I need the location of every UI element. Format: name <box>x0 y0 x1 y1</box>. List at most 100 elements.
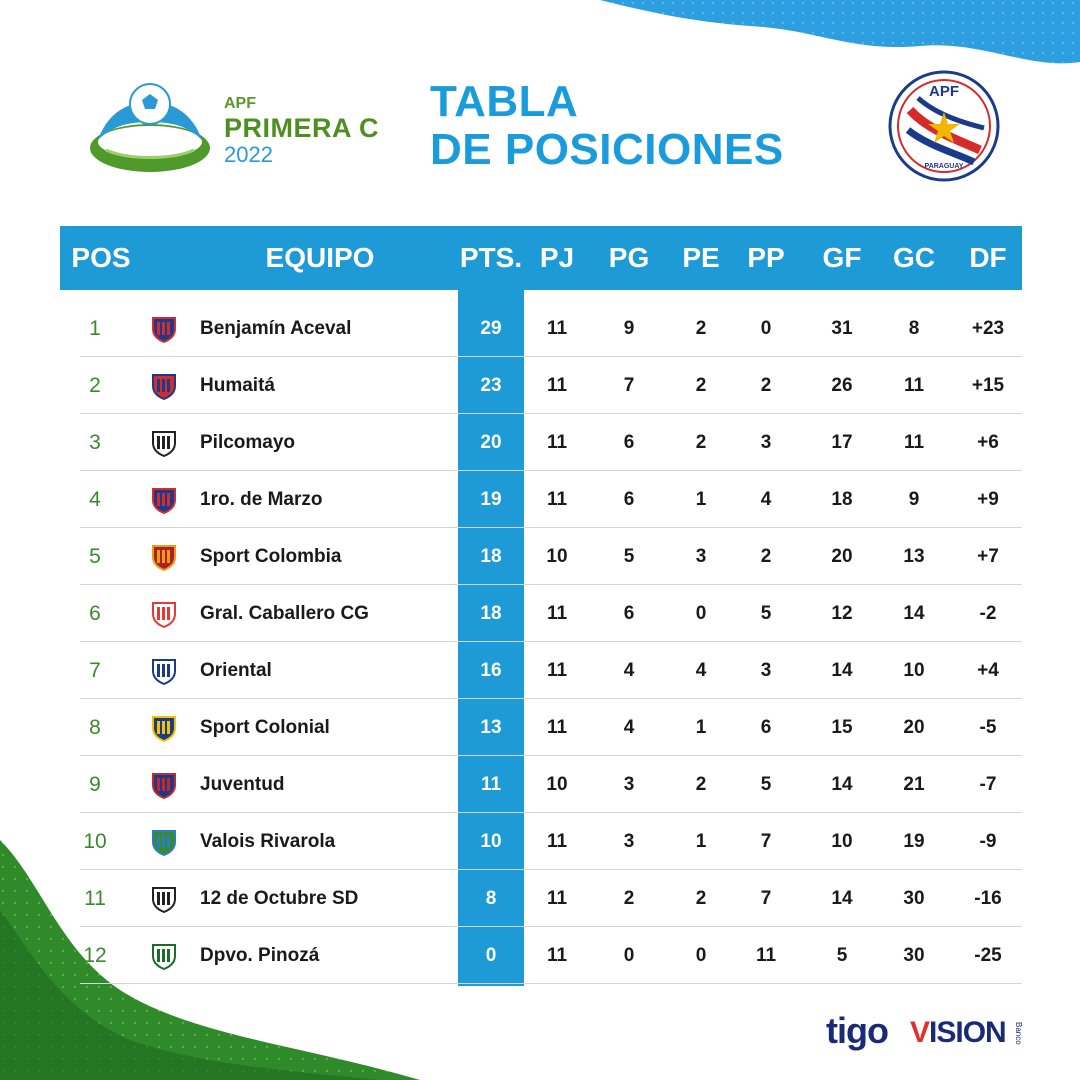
gc-cell: 30 <box>903 888 925 909</box>
row-divider <box>80 641 1022 642</box>
df-cell: +23 <box>971 318 1005 339</box>
valois-rivarola-crest <box>152 830 176 856</box>
table-row: 8 Sport Colonial 13 11 4 1 6 15 20 -5 <box>60 699 1022 756</box>
pg-cell: 4 <box>623 660 635 681</box>
table-row: 10 Valois Rivarola 10 11 3 1 7 10 19 -9 <box>60 813 1022 870</box>
pp-cell: 6 <box>760 717 772 738</box>
row-divider <box>80 356 1022 357</box>
team-name: 12 de Octubre SD <box>200 888 359 909</box>
pe-cell: 2 <box>695 888 707 909</box>
pe-cell: 1 <box>695 717 707 738</box>
vision-logo-v: V <box>910 1016 930 1049</box>
pp-cell: 11 <box>755 945 777 966</box>
position-cell: 8 <box>89 716 101 739</box>
points-cell: 13 <box>480 717 502 738</box>
row-divider <box>80 983 1022 984</box>
position-cell: 1 <box>89 317 101 340</box>
position-cell: 6 <box>89 602 101 625</box>
df-cell: -5 <box>979 717 997 738</box>
position-cell: 3 <box>89 431 101 454</box>
pe-cell: 2 <box>695 774 707 795</box>
league-line-1: APF <box>224 95 256 112</box>
position-cell: 7 <box>89 659 101 682</box>
pj-cell: 10 <box>546 774 568 795</box>
gf-cell: 5 <box>836 945 848 966</box>
df-cell: -2 <box>979 603 997 624</box>
apf-logo-top-text: APF <box>929 83 959 100</box>
banco-label: Banco <box>1014 1022 1023 1045</box>
df-cell: +9 <box>977 489 999 510</box>
league-season: 2022 <box>224 142 273 167</box>
pg-cell: 4 <box>623 717 635 738</box>
pilcomayo-crest <box>152 431 176 457</box>
df-cell: +7 <box>977 546 999 567</box>
pp-cell: 0 <box>760 318 772 339</box>
pg-cell: 6 <box>623 489 635 510</box>
pj-cell: 11 <box>546 603 568 624</box>
position-cell: 4 <box>89 488 101 511</box>
gc-cell: 14 <box>903 603 925 624</box>
gf-cell: 17 <box>831 432 853 453</box>
pe-cell: 0 <box>695 603 707 624</box>
position-cell: 12 <box>83 944 107 967</box>
sport-colombia-crest <box>152 545 176 571</box>
row-divider <box>80 470 1022 471</box>
pp-cell: 4 <box>760 489 772 510</box>
pg-cell: 7 <box>623 375 635 396</box>
title-line-2: DE POSICIONES <box>430 125 784 174</box>
team-name: 1ro. de Marzo <box>200 489 323 510</box>
team-name: Oriental <box>200 660 272 681</box>
team-name: Juventud <box>200 774 285 795</box>
pp-cell: 2 <box>760 375 772 396</box>
pp-cell: 7 <box>760 831 772 852</box>
pg-cell: 0 <box>623 945 635 966</box>
team-name: Dpvo. Pinozá <box>200 945 320 966</box>
gf-cell: 15 <box>831 717 853 738</box>
gc-cell: 9 <box>908 489 920 510</box>
pe-cell: 1 <box>695 489 707 510</box>
gral-caballero-crest <box>152 602 176 628</box>
row-divider <box>80 926 1022 927</box>
gc-cell: 21 <box>903 774 925 795</box>
vision-banco-logo: VISION <box>910 1016 1007 1050</box>
pj-cell: 11 <box>546 888 568 909</box>
row-divider <box>80 755 1022 756</box>
points-cell: 18 <box>480 603 502 624</box>
header-team: EQUIPO <box>265 242 375 273</box>
df-cell: +6 <box>977 432 999 453</box>
pj-cell: 11 <box>546 318 568 339</box>
row-divider <box>80 812 1022 813</box>
pp-cell: 5 <box>760 774 772 795</box>
pg-cell: 2 <box>623 888 635 909</box>
points-cell: 0 <box>485 945 497 966</box>
pg-cell: 6 <box>623 603 635 624</box>
pp-cell: 2 <box>760 546 772 567</box>
table-row: 11 12 de Octubre SD 8 11 2 2 7 14 30 -16 <box>60 870 1022 927</box>
humaita-crest <box>152 374 176 400</box>
header-pts: PTS. <box>459 242 523 273</box>
pj-cell: 11 <box>546 432 568 453</box>
team-name: Humaitá <box>200 375 275 396</box>
doce-de-octubre-crest <box>152 887 176 913</box>
gc-cell: 11 <box>903 375 925 396</box>
team-name: Sport Colonial <box>200 717 330 738</box>
header-gf: GF <box>822 242 862 273</box>
points-cell: 23 <box>480 375 502 396</box>
gf-cell: 31 <box>831 318 853 339</box>
points-cell: 16 <box>480 660 502 681</box>
pg-cell: 3 <box>623 831 635 852</box>
pg-cell: 6 <box>623 432 635 453</box>
points-cell: 11 <box>480 774 502 795</box>
oriental-crest <box>152 659 176 685</box>
points-cell: 29 <box>480 318 502 339</box>
header-pe: PE <box>682 242 720 273</box>
header-pj: PJ <box>539 242 575 273</box>
df-cell: +4 <box>977 660 999 681</box>
team-name: Pilcomayo <box>200 432 296 453</box>
primero-de-marzo-crest <box>152 488 176 514</box>
pp-cell: 7 <box>760 888 772 909</box>
gc-cell: 19 <box>903 831 925 852</box>
pg-cell: 5 <box>623 546 635 567</box>
row-divider <box>80 413 1022 414</box>
gc-cell: 20 <box>903 717 925 738</box>
